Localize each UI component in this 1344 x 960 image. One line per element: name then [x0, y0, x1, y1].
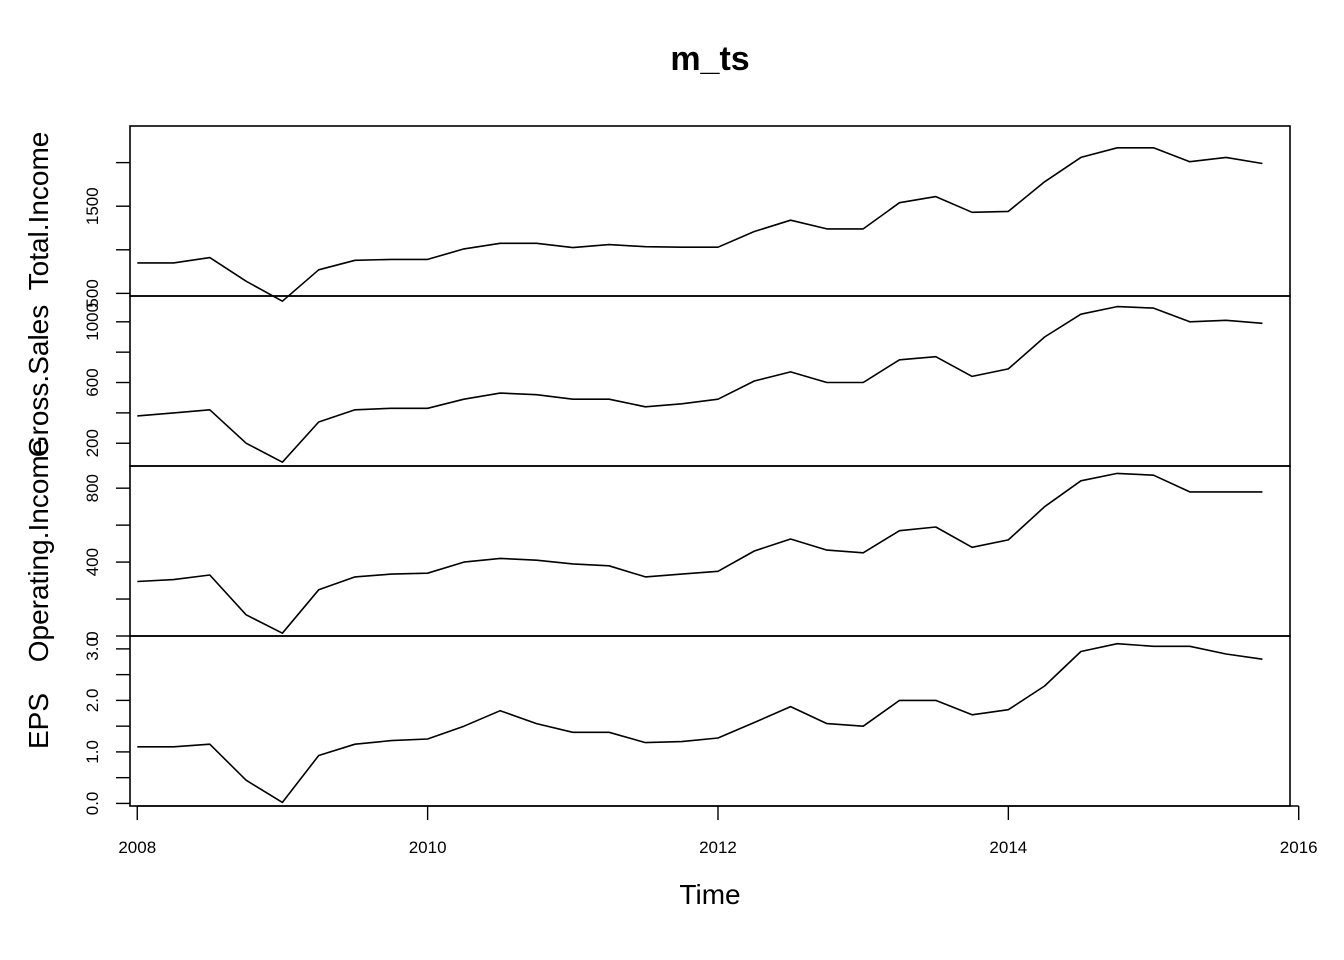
- chart-title: m_ts: [670, 40, 749, 78]
- y-axis-label-total-income: Total.Income: [23, 132, 54, 291]
- y-tick-label: 800: [83, 474, 102, 502]
- y-tick-label: 1000: [83, 303, 102, 341]
- y-tick-label: 0.0: [83, 792, 102, 816]
- y-tick-label: 3.0: [83, 637, 102, 661]
- x-tick-label: 2014: [989, 838, 1027, 857]
- panel-total-income: 500 1500 Total.Income: [23, 125, 1291, 308]
- y-tick-label: 400: [83, 548, 102, 576]
- y-tick-label: 1500: [83, 187, 102, 225]
- panel-operating-income: 0 400 800 Operating.Income: [23, 440, 1291, 663]
- y-tick-label: 1.0: [83, 740, 102, 764]
- x-axis: 2008 2010 2012 2014 2016: [118, 805, 1318, 857]
- panel-gross-sales: 200 600 1000 Gross.Sales: [23, 295, 1291, 467]
- y-axis-label-operating-income: Operating.Income: [23, 440, 54, 663]
- y-tick-label: 200: [83, 429, 102, 457]
- x-tick-label: 2010: [409, 838, 447, 857]
- y-axis-label-eps: EPS: [23, 693, 54, 749]
- x-tick-label: 2008: [118, 838, 156, 857]
- y-tick-label: 600: [83, 368, 102, 396]
- series-line-gross-sales: [137, 305, 1263, 464]
- panel-eps: 0.0 1.0 2.0 3.0 EPS: [23, 635, 1291, 816]
- x-tick-label: 2016: [1280, 838, 1318, 857]
- y-tick-label: 0: [83, 631, 102, 640]
- series-line-total-income: [137, 147, 1263, 303]
- y-tick-label: 2.0: [83, 689, 102, 713]
- x-axis-label: Time: [679, 879, 740, 910]
- series-line-operating-income: [137, 472, 1263, 635]
- panel-frame: [129, 635, 1291, 807]
- panels: 500 1500 Total.Income 200 600 1000 Gross.Sales…: [23, 125, 1291, 816]
- series-line-eps: [137, 642, 1263, 804]
- y-tick-label: 500: [83, 279, 102, 307]
- panel-frame: [129, 295, 1291, 467]
- panel-frame: [129, 125, 1291, 297]
- x-tick-label: 2012: [699, 838, 737, 857]
- panel-frame: [129, 465, 1291, 637]
- y-axis-label-gross-sales: Gross.Sales: [23, 305, 54, 458]
